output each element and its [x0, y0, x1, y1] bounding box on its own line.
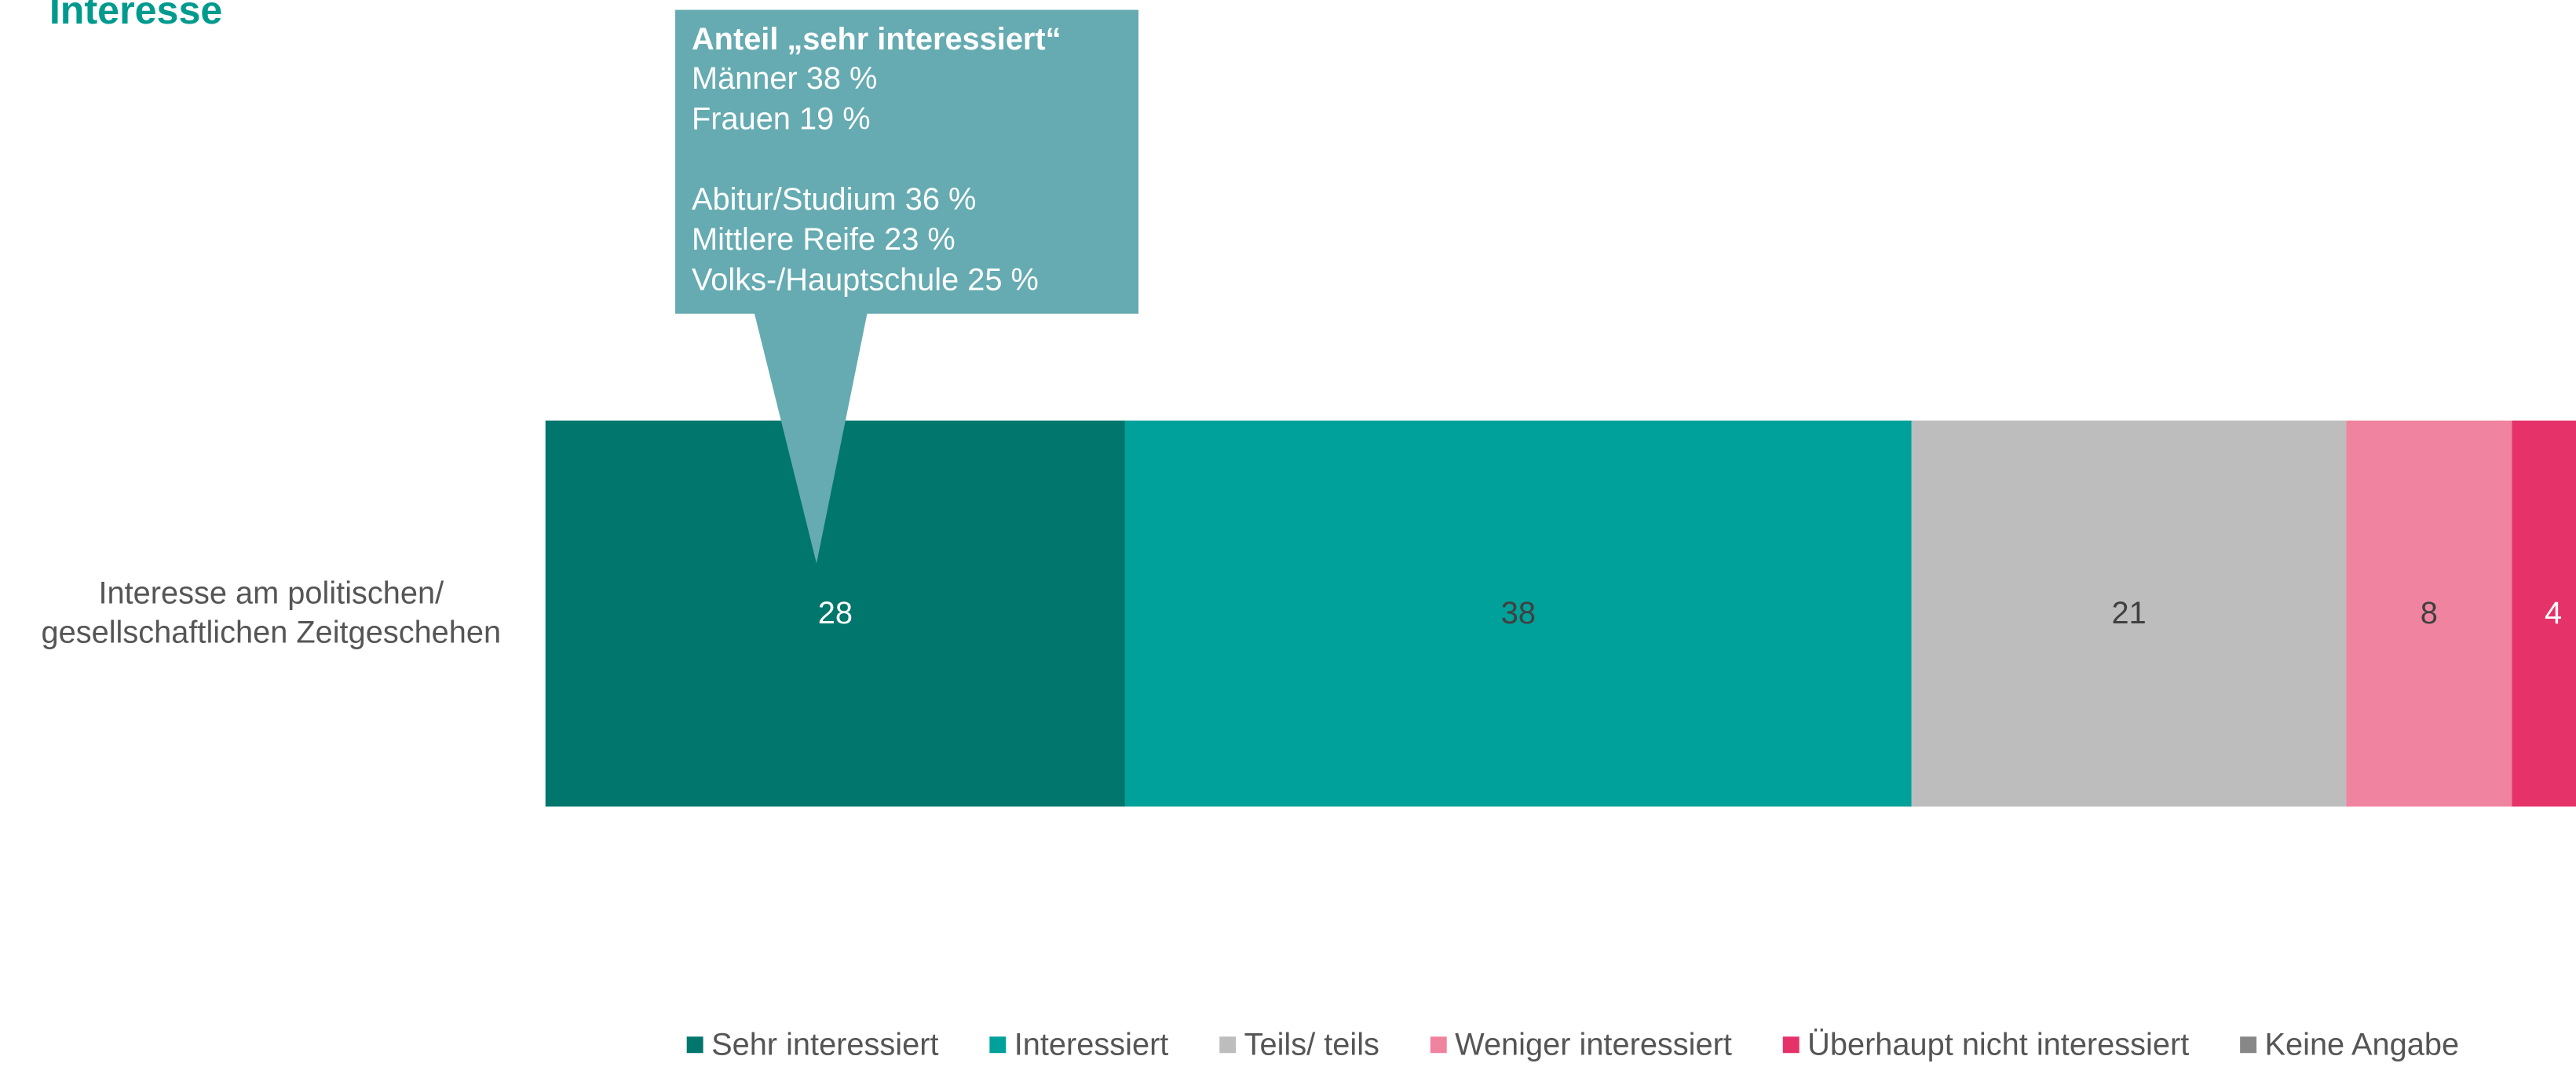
callout-text: Frauen 19 %	[692, 101, 871, 136]
callout-text: Volks-/Hauptschule 25 %	[692, 262, 1039, 297]
legend-label: Überhaupt nicht interessiert	[1807, 1027, 2189, 1062]
data-label: 4	[2545, 596, 2562, 630]
legend-swatch	[1430, 1036, 1447, 1054]
bar-segment	[2346, 420, 2512, 807]
legend-swatch	[989, 1036, 1007, 1054]
legend-swatch	[1782, 1036, 1800, 1054]
callout-text: Männer 38 %	[692, 61, 877, 96]
callout-text: Abitur/Studium 36 %	[692, 182, 976, 217]
callout-pointer	[754, 312, 868, 564]
callout-title: Anteil „sehr interessiert“	[692, 22, 1061, 57]
legend-swatch	[686, 1036, 703, 1054]
legend-swatch	[1219, 1036, 1237, 1054]
legend-label: Interessiert	[1014, 1027, 1169, 1062]
bar-segment	[545, 420, 1125, 807]
bar-segment	[2512, 420, 2576, 807]
bar-segment	[1124, 420, 1912, 807]
legend-label: Weniger interessiert	[1455, 1027, 1732, 1062]
data-label: 8	[2421, 596, 2438, 630]
legend-label: Sehr interessiert	[711, 1027, 938, 1062]
legend-label: Teils/ teils	[1244, 1027, 1379, 1062]
callout-box	[675, 9, 1139, 314]
legend-swatch	[2240, 1036, 2257, 1054]
data-label: 21	[2111, 596, 2146, 630]
legend-label: Keine Angabe	[2265, 1027, 2460, 1062]
y-tick-label: Interesse am politischen/gesellschaftlic…	[42, 576, 502, 649]
data-label: 38	[1501, 596, 1536, 630]
chart-title: Interesse	[49, 0, 222, 32]
data-label: 28	[818, 596, 853, 630]
callout-text: Mittlere Reife 23 %	[692, 222, 955, 257]
bar-segment	[1911, 420, 2347, 807]
